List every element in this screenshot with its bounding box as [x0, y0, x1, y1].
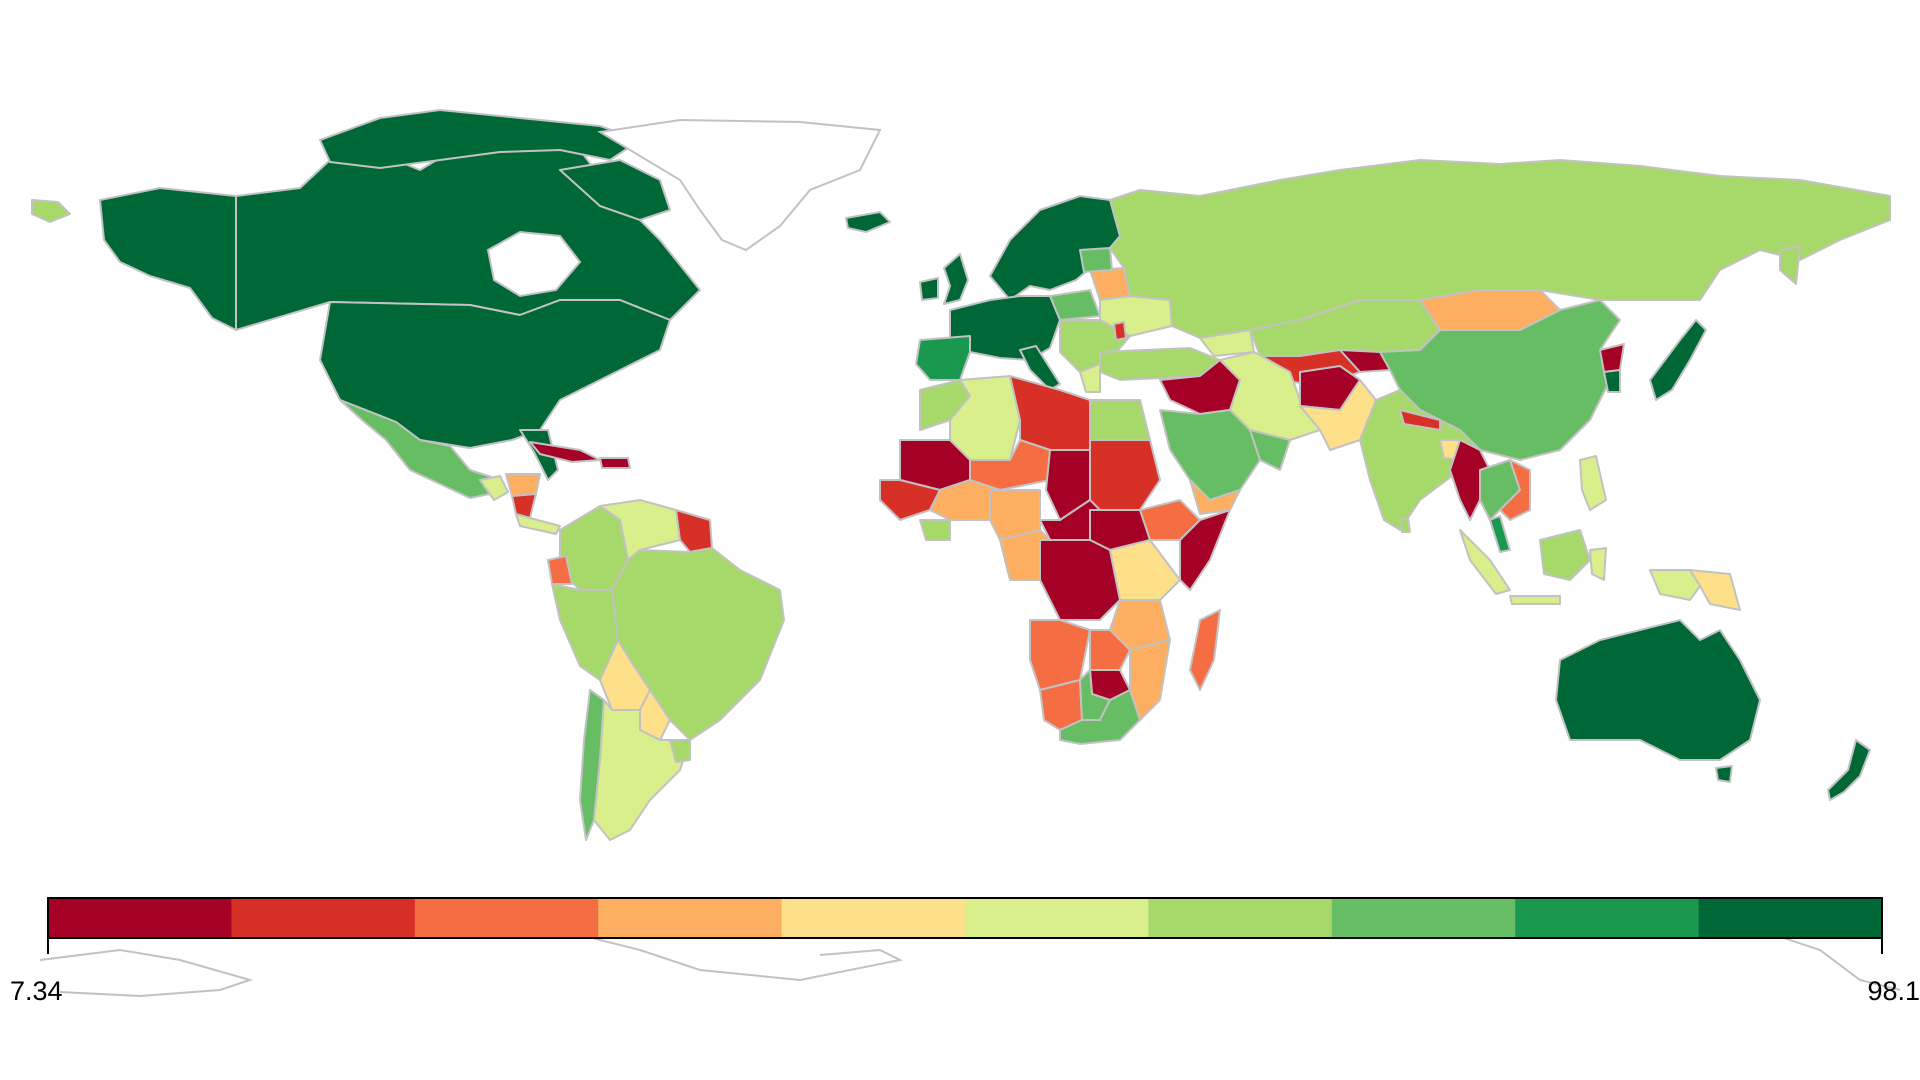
- legend-swatch: [1515, 898, 1700, 938]
- country-spain-portugal: [915, 335, 971, 381]
- country-greece: [1079, 363, 1101, 393]
- country-usa-alaska: [99, 187, 237, 331]
- country-yemen: [1189, 479, 1241, 515]
- country-moldova: [1113, 321, 1127, 341]
- legend-swatch: [414, 898, 599, 938]
- legend-bar-frame: [47, 897, 1883, 939]
- legend-swatch: [48, 898, 232, 938]
- country-poland: [1049, 289, 1101, 321]
- country-iceland: [845, 211, 891, 233]
- legend-swatch: [1331, 898, 1516, 938]
- country-mozambique-malawi: [1129, 639, 1171, 721]
- country-ireland: [919, 277, 939, 301]
- country-madagascar: [1189, 609, 1221, 691]
- country-drc: [1039, 539, 1121, 621]
- country-malaysia-peninsula: [1489, 515, 1511, 553]
- country-saudi-arabia: [1159, 409, 1261, 501]
- country-uruguay: [669, 739, 691, 763]
- country-sri-lanka: [1399, 517, 1411, 533]
- country-canada: [235, 133, 701, 331]
- country-iran: [1219, 351, 1321, 441]
- legend-swatch: [781, 898, 966, 938]
- antarctica-coast-line: [39, 948, 254, 998]
- hudson-bay: [486, 230, 582, 298]
- antarctica-coast-line-3: [1759, 929, 1901, 991]
- country-egypt: [1089, 399, 1151, 441]
- country-uk: [943, 253, 969, 305]
- country-russia-kamchatka: [1779, 245, 1801, 285]
- country-indonesia-sumatra: [1459, 529, 1511, 595]
- legend-min-label: 7.34: [10, 976, 63, 1006]
- region-greenland: [597, 118, 882, 252]
- country-new-zealand: [1827, 739, 1871, 801]
- country-indonesia-papua: [1649, 569, 1701, 601]
- country-indonesia-java: [1509, 595, 1561, 605]
- country-kenya-uganda: [1109, 539, 1181, 601]
- country-guyana-suriname: [675, 509, 713, 553]
- country-haiti-dr: [599, 457, 631, 469]
- country-oman-uae: [1249, 429, 1291, 471]
- country-venezuela: [599, 499, 681, 561]
- country-cuba: [529, 441, 601, 463]
- country-italy: [1019, 345, 1061, 391]
- legend-swatch: [965, 898, 1149, 938]
- country-baltics: [1079, 247, 1113, 273]
- country-sudan: [1089, 439, 1161, 511]
- country-indonesia-sulawesi: [1589, 547, 1607, 581]
- country-japan: [1649, 319, 1707, 401]
- legend-max-label: 98.1: [1867, 976, 1920, 1006]
- country-russia-chukotka: [31, 199, 71, 223]
- country-canada-arctic-islands: [319, 109, 641, 169]
- country-south-korea: [1603, 369, 1621, 393]
- country-honduras: [505, 473, 541, 497]
- country-ecuador: [547, 555, 573, 585]
- country-south-africa: [1059, 689, 1141, 745]
- country-australia: [1555, 619, 1761, 761]
- legend-color-bar: [48, 898, 1883, 938]
- country-belarus: [1089, 267, 1131, 301]
- country-costa-rica-panama: [515, 513, 561, 535]
- country-philippines: [1579, 455, 1607, 511]
- country-indonesia-borneo: [1539, 529, 1591, 581]
- country-ivory-coast: [919, 519, 951, 541]
- country-canada-baffin: [559, 159, 671, 221]
- country-north-korea: [1599, 343, 1625, 373]
- legend-swatch: [598, 898, 783, 938]
- country-zambia: [1089, 629, 1131, 671]
- legend-swatch: [1148, 898, 1333, 938]
- country-libya: [1009, 375, 1091, 451]
- country-australia-tasmania: [1715, 765, 1733, 783]
- country-nepal: [1399, 409, 1441, 431]
- country-argentina: [593, 699, 691, 841]
- country-russia: [1109, 159, 1891, 339]
- legend-swatch: [231, 898, 416, 938]
- antarctica-coast-line-2: [559, 929, 904, 982]
- country-guatemala: [479, 475, 509, 501]
- legend-swatch: [1698, 898, 1883, 938]
- country-vietnam-cambodia: [1499, 459, 1531, 521]
